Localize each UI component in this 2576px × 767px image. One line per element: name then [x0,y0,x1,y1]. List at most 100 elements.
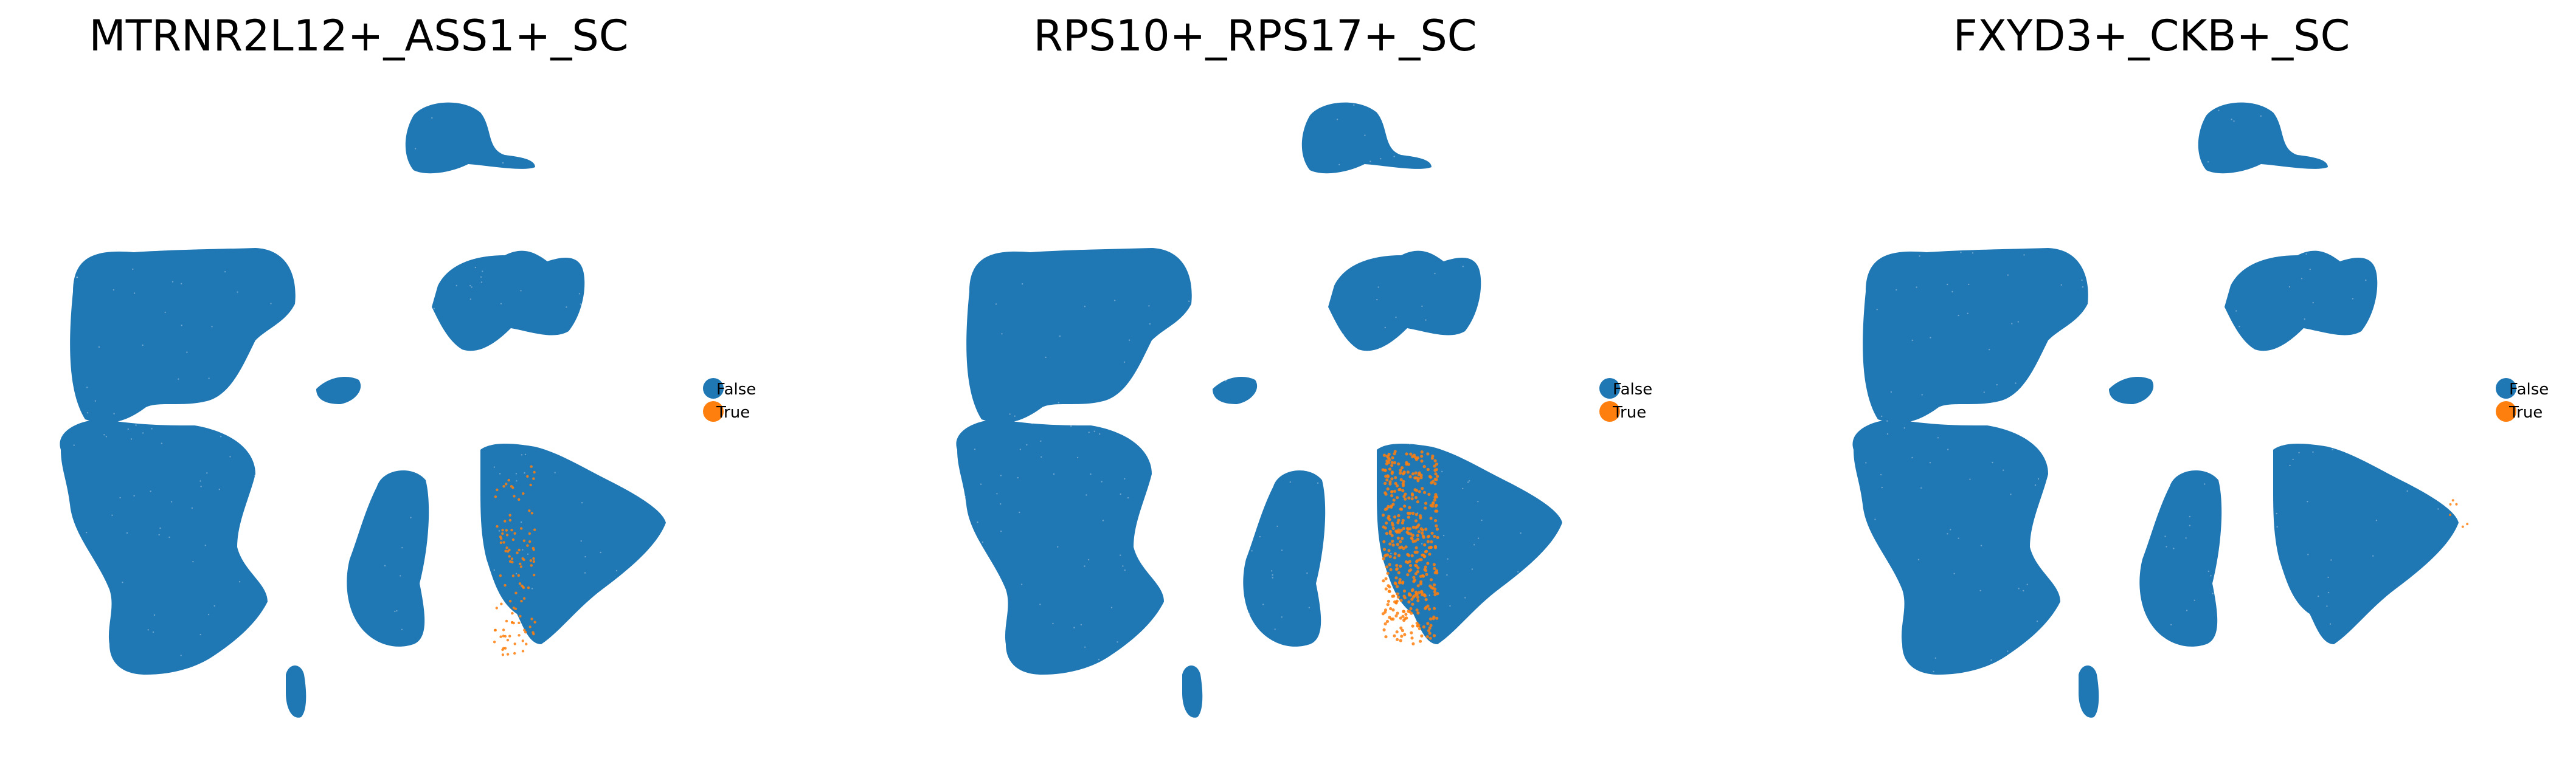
cell-gap [2276,526,2278,528]
cell-gap [2187,156,2189,159]
cell-gap [2147,523,2148,525]
cell-gap [1343,401,1345,402]
cell-gap [963,345,965,346]
cell-point-true [1433,583,1436,586]
cell-gap [2327,576,2329,579]
cell-gap [614,191,616,193]
cell-point-true [1406,573,1410,577]
cell-gap [1026,444,1028,446]
cell-gap [1163,456,1165,458]
cell-point-true [1386,603,1390,607]
cell-gap [248,534,249,537]
cell-gap [2071,652,2073,654]
cell-point-true [518,582,522,585]
cell-gap [191,671,193,673]
cell-gap [440,216,442,218]
cell-point-true [1429,578,1433,582]
cell-point-true [1390,472,1394,475]
cell-gap [331,256,333,258]
cell-point-true [505,534,509,537]
cell-point-true [1391,456,1394,459]
cell-gap [2414,341,2416,343]
cell-gap [400,575,401,577]
cell-gap [2170,698,2172,700]
cell-point-true [1407,515,1410,519]
cell-gap [2391,204,2393,206]
cell-gap [1143,402,1144,404]
cell-gap [1425,319,1427,321]
cell-gap [2292,458,2294,461]
cell-point-true [1391,523,1395,527]
cell-gap [2023,254,2025,256]
cell-gap [119,497,121,499]
cell-gap [1355,199,1357,201]
cell-point-true [1384,635,1388,639]
cell-gap [2155,481,2157,484]
cell-gap [1127,497,1129,499]
cell-gap [1996,384,1998,386]
cell-point-true [1391,594,1394,598]
cell-gap [2455,499,2457,501]
cell-gap [1400,422,1402,424]
cell-gap [629,690,631,693]
cell-gap [2012,236,2014,239]
cell-gap [1562,642,1563,644]
cell-gap [657,136,659,138]
cell-gap [1972,252,1974,254]
cell-gap [1145,557,1147,559]
cell-gap [454,530,456,532]
cell-gap [1317,482,1319,484]
cell-gap [1271,210,1273,213]
cell-gap [86,412,89,414]
cell-gap [1916,169,1917,171]
cell-gap [1510,659,1512,661]
cluster-small-middle [316,377,361,404]
cell-point-true [1426,540,1430,543]
cell-gap [640,241,642,242]
cell-point-true [1399,540,1402,543]
cell-gap [1473,544,1475,546]
legend-label-true: True [2509,404,2543,422]
cell-gap [580,540,582,542]
cell-point-true [1399,599,1403,602]
umap-panel-3: FXYD3+_CKB+_SC False True [1793,0,2576,767]
cell-gap [1244,489,1245,491]
cell-gap [971,155,973,157]
cell-gap [1434,272,1436,275]
cell-gap [554,472,556,473]
cell-gap [1124,478,1126,480]
cell-gap [2217,377,2218,379]
cell-gap [564,664,566,666]
cell-gap [189,166,191,168]
cell-gap [2395,647,2397,649]
cell-gap [1084,646,1086,648]
cell-gap [1120,493,1121,495]
cell-gap [289,260,291,261]
cell-point-true [1407,593,1411,597]
cell-gap [1336,119,1338,120]
cell-gap [2329,623,2332,625]
cell-gap [2348,388,2350,390]
cell-gap [2289,464,2291,467]
cell-point-true [1436,475,1439,478]
cell-gap [280,525,282,526]
cell-gap [158,534,160,536]
cell-gap [1161,470,1163,472]
cell-gap [461,484,463,486]
cell-gap [434,481,436,483]
cell-gap [1084,306,1086,308]
cell-point-true [1435,468,1438,472]
cell-gap [1880,666,1883,667]
cell-point-true [516,551,519,554]
cell-gap [2034,484,2037,486]
cell-gap [94,400,97,402]
cell-gap [1937,437,1939,439]
cell-gap [627,607,629,609]
cell-point-true [1422,465,1426,469]
cell-gap [191,507,193,509]
cell-point-true [1426,467,1430,472]
cell-point-true [1396,484,1399,487]
cell-point-true [495,607,498,610]
cell-gap [1037,99,1039,101]
cell-gap [524,453,527,455]
